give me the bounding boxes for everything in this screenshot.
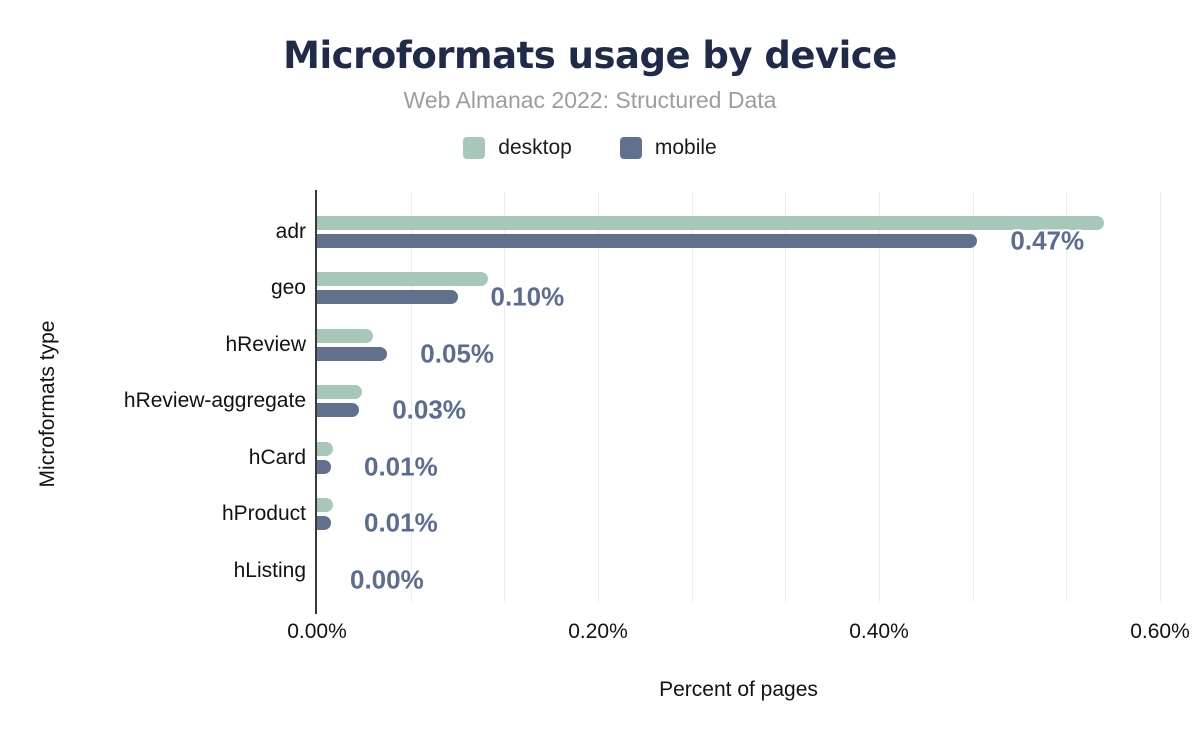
x-tick-label: 0.40% bbox=[849, 620, 909, 643]
legend-swatch-desktop bbox=[463, 136, 486, 159]
plot-area: 0.47% 0.10% 0.05% 0.03% 0.01% 0.01% 0.00% bbox=[315, 190, 1161, 614]
value-label-hReview: 0.05% bbox=[420, 338, 495, 368]
legend-item-mobile: mobile bbox=[619, 135, 717, 160]
value-label-hListing: 0.00% bbox=[350, 564, 424, 594]
gridline bbox=[785, 192, 787, 602]
bar-mobile-hCard bbox=[317, 459, 331, 474]
category-label-hListing: hListing bbox=[233, 558, 306, 582]
category-label-hProduct: hProduct bbox=[221, 502, 306, 525]
category-label-geo: geo bbox=[270, 276, 306, 299]
gridline bbox=[410, 192, 412, 602]
x-tick-label: 0.00% bbox=[287, 620, 347, 643]
value-label-adr: 0.47% bbox=[1010, 225, 1085, 255]
value-label-hReview-aggregate: 0.03% bbox=[392, 394, 466, 425]
chart-header: Microformats usage by device Web Almanac… bbox=[0, 0, 1180, 160]
gridline bbox=[691, 192, 693, 602]
legend-item-desktop: desktop bbox=[463, 136, 572, 160]
bar-mobile-hProduct bbox=[317, 516, 331, 530]
category-label-hReview-aggregate: hReview-aggregate bbox=[123, 389, 306, 412]
legend: desktop mobile bbox=[0, 136, 1180, 160]
legend-label-desktop: desktop bbox=[498, 135, 572, 159]
x-tick-label: 0.60% bbox=[1130, 620, 1190, 643]
y-axis-line bbox=[315, 190, 317, 614]
bar-desktop-hReview-aggregate bbox=[317, 385, 362, 399]
bar-mobile-hReview-aggregate bbox=[317, 403, 360, 417]
value-label-hCard: 0.01% bbox=[364, 451, 438, 481]
category-label-hReview: hReview bbox=[225, 332, 306, 356]
legend-label-mobile: mobile bbox=[654, 135, 717, 159]
gridline bbox=[1066, 192, 1068, 602]
gridline bbox=[598, 192, 599, 602]
gridline bbox=[972, 192, 974, 602]
gridline bbox=[879, 192, 880, 602]
chart-title: Microformats usage by device bbox=[283, 34, 897, 77]
x-tick-label: 0.20% bbox=[568, 620, 628, 643]
chart-subtitle: Web Almanac 2022: Structured Data bbox=[403, 86, 777, 113]
bar-mobile-hReview bbox=[317, 346, 388, 361]
value-label-geo: 0.10% bbox=[490, 281, 565, 312]
bar-desktop-hProduct bbox=[317, 498, 333, 512]
bar-mobile-geo bbox=[317, 290, 458, 304]
bar-desktop-geo bbox=[317, 272, 489, 286]
category-label-adr: adr bbox=[275, 219, 306, 243]
bar-desktop-hCard bbox=[317, 441, 333, 456]
bar-desktop-hReview bbox=[317, 328, 374, 343]
gridline bbox=[1160, 192, 1161, 602]
value-label-hProduct: 0.01% bbox=[364, 507, 438, 538]
y-axis-title: Microformats type bbox=[36, 320, 59, 488]
legend-swatch-mobile bbox=[619, 136, 642, 159]
bar-desktop-adr bbox=[317, 215, 1104, 230]
x-axis-title: Percent of pages bbox=[659, 678, 818, 701]
gridline bbox=[504, 192, 506, 602]
category-label-hCard: hCard bbox=[248, 445, 306, 469]
bar-mobile-adr bbox=[317, 233, 978, 248]
